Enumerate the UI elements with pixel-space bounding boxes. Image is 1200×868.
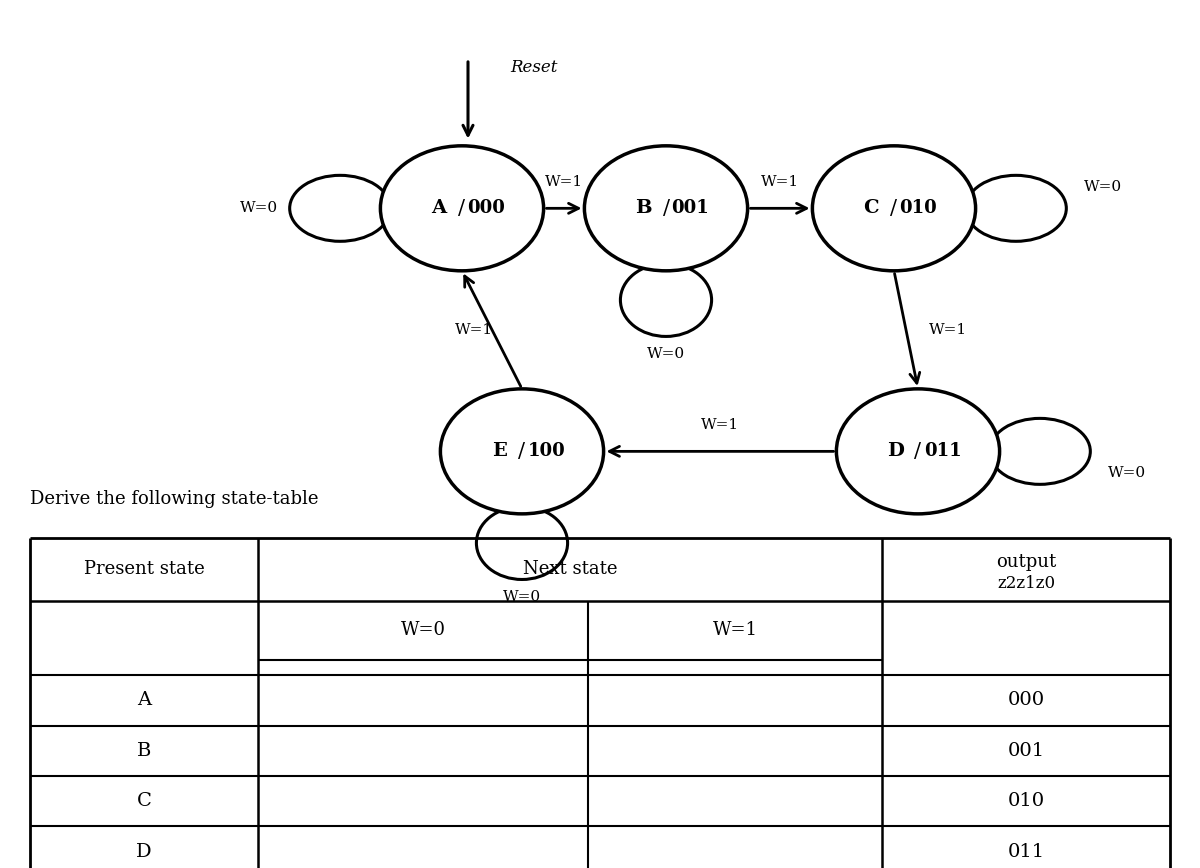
Text: B: B [635, 200, 652, 217]
Text: Next state: Next state [523, 561, 617, 578]
Text: 000: 000 [468, 200, 505, 217]
Ellipse shape [380, 146, 544, 271]
Text: D: D [887, 443, 904, 460]
Text: Present state: Present state [84, 561, 204, 578]
Text: 010: 010 [900, 200, 937, 217]
Text: 001: 001 [1008, 742, 1044, 760]
Text: 011: 011 [924, 443, 961, 460]
Text: A: A [432, 200, 446, 217]
Text: C: C [863, 200, 878, 217]
Ellipse shape [990, 418, 1091, 484]
Text: E: E [492, 443, 506, 460]
Text: z2z1z0: z2z1z0 [997, 575, 1055, 592]
Text: 010: 010 [1008, 792, 1044, 810]
Text: C: C [137, 792, 151, 810]
Ellipse shape [476, 507, 568, 580]
Text: W=1: W=1 [701, 418, 739, 432]
Text: /: / [518, 442, 526, 461]
Text: 011: 011 [1008, 843, 1044, 860]
Text: W=1: W=1 [713, 621, 757, 639]
Ellipse shape [620, 264, 712, 337]
Text: W=0: W=0 [1085, 180, 1122, 194]
Ellipse shape [440, 389, 604, 514]
Text: W=0: W=0 [401, 621, 445, 639]
Ellipse shape [836, 389, 1000, 514]
Text: W=1: W=1 [761, 175, 799, 189]
Text: W=1: W=1 [455, 323, 493, 337]
Text: W=0: W=0 [240, 201, 277, 215]
Ellipse shape [966, 175, 1067, 241]
Text: W=0: W=0 [647, 347, 685, 361]
Text: Reset: Reset [510, 59, 557, 76]
Text: 100: 100 [528, 443, 565, 460]
Text: D: D [136, 843, 152, 860]
Ellipse shape [812, 146, 976, 271]
Text: /: / [890, 199, 898, 218]
Ellipse shape [584, 146, 748, 271]
Text: A: A [137, 692, 151, 709]
Text: Derive the following state-table: Derive the following state-table [30, 490, 318, 508]
Text: 001: 001 [672, 200, 709, 217]
Text: W=0: W=0 [1109, 466, 1146, 480]
Text: /: / [914, 442, 922, 461]
Text: W=0: W=0 [503, 590, 541, 604]
Ellipse shape [289, 175, 390, 241]
Text: /: / [458, 199, 466, 218]
Text: B: B [137, 742, 151, 760]
Text: output: output [996, 554, 1056, 571]
Text: 000: 000 [1008, 692, 1044, 709]
Text: W=1: W=1 [545, 175, 583, 189]
Text: W=1: W=1 [929, 323, 967, 337]
Text: /: / [662, 199, 670, 218]
